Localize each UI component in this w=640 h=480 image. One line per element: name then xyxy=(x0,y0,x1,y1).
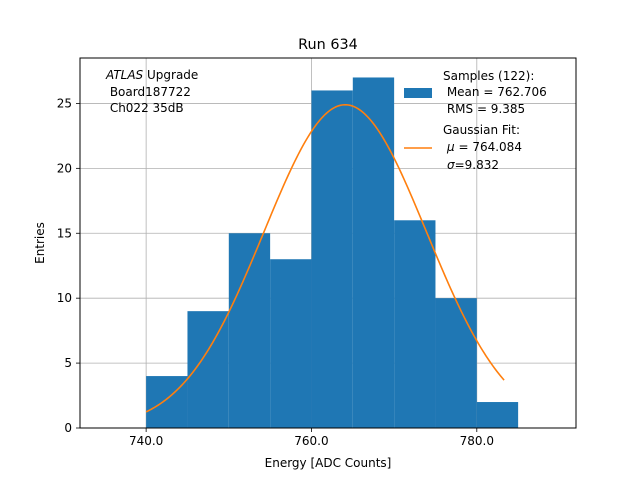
y-tick-label: 20 xyxy=(57,161,72,175)
svg-text:ATLAS Upgrade: ATLAS Upgrade xyxy=(105,68,198,82)
plot-frame xyxy=(79,57,577,429)
histogram-bar xyxy=(352,77,395,428)
histogram-bar xyxy=(146,376,188,428)
histogram-bar xyxy=(476,402,519,428)
histogram-bar xyxy=(435,298,477,428)
y-tick-label: 0 xyxy=(64,421,72,435)
svg-text:σ=9.832: σ=9.832 xyxy=(447,158,499,172)
histogram-bars xyxy=(146,77,519,428)
histogram-bar xyxy=(270,259,312,428)
legend-histogram-mean: Mean = 762.706 xyxy=(443,85,547,99)
svg-text:μ = 764.084: μ = 764.084 xyxy=(446,140,522,154)
histogram-bar xyxy=(187,311,229,428)
histogram-bar xyxy=(228,233,271,428)
legend-histogram-title: Samples (122): xyxy=(443,69,534,83)
x-axis-ticks: 740.0 760.0 780.0 xyxy=(129,428,494,448)
x-tick-label: 760.0 xyxy=(294,434,328,448)
upgrade-label: Upgrade xyxy=(143,68,198,82)
gaussian-fit-curve xyxy=(145,103,505,413)
legend-fit-mu-symbol: μ xyxy=(446,140,455,154)
legend: Samples (122): Mean = 762.706 RMS = 9.38… xyxy=(404,69,547,172)
board-label: Board187722 xyxy=(106,85,191,99)
atlas-label: ATLAS xyxy=(105,68,144,82)
y-axis-ticks: 0 5 10 15 20 25 xyxy=(57,96,80,435)
x-tick-label: 780.0 xyxy=(460,434,494,448)
legend-fit-mu-value: = 764.084 xyxy=(455,140,522,154)
legend-fit-sigma-value: =9.832 xyxy=(455,158,499,172)
chart-title: Run 634 xyxy=(298,37,358,53)
x-axis-label: Energy [ADC Counts] xyxy=(265,456,392,470)
y-tick-label: 5 xyxy=(64,356,72,370)
y-tick-label: 25 xyxy=(57,96,72,110)
x-tick-label: 740.0 xyxy=(129,434,163,448)
channel-label: Ch022 35dB xyxy=(106,101,184,115)
legend-fit-title: Gaussian Fit: xyxy=(443,123,520,137)
y-tick-label: 10 xyxy=(57,291,72,305)
legend-fit-sigma-symbol: σ xyxy=(447,158,455,172)
y-axis-label: Entries xyxy=(33,222,47,264)
legend-histogram-patch xyxy=(404,88,432,98)
y-tick-label: 15 xyxy=(57,226,72,240)
legend-histogram-rms: RMS = 9.385 xyxy=(443,102,525,116)
histogram-bar xyxy=(311,90,353,428)
histogram-bar xyxy=(394,220,436,428)
atlas-annotation: ATLAS Upgrade Board187722 Ch022 35dB xyxy=(105,68,198,115)
